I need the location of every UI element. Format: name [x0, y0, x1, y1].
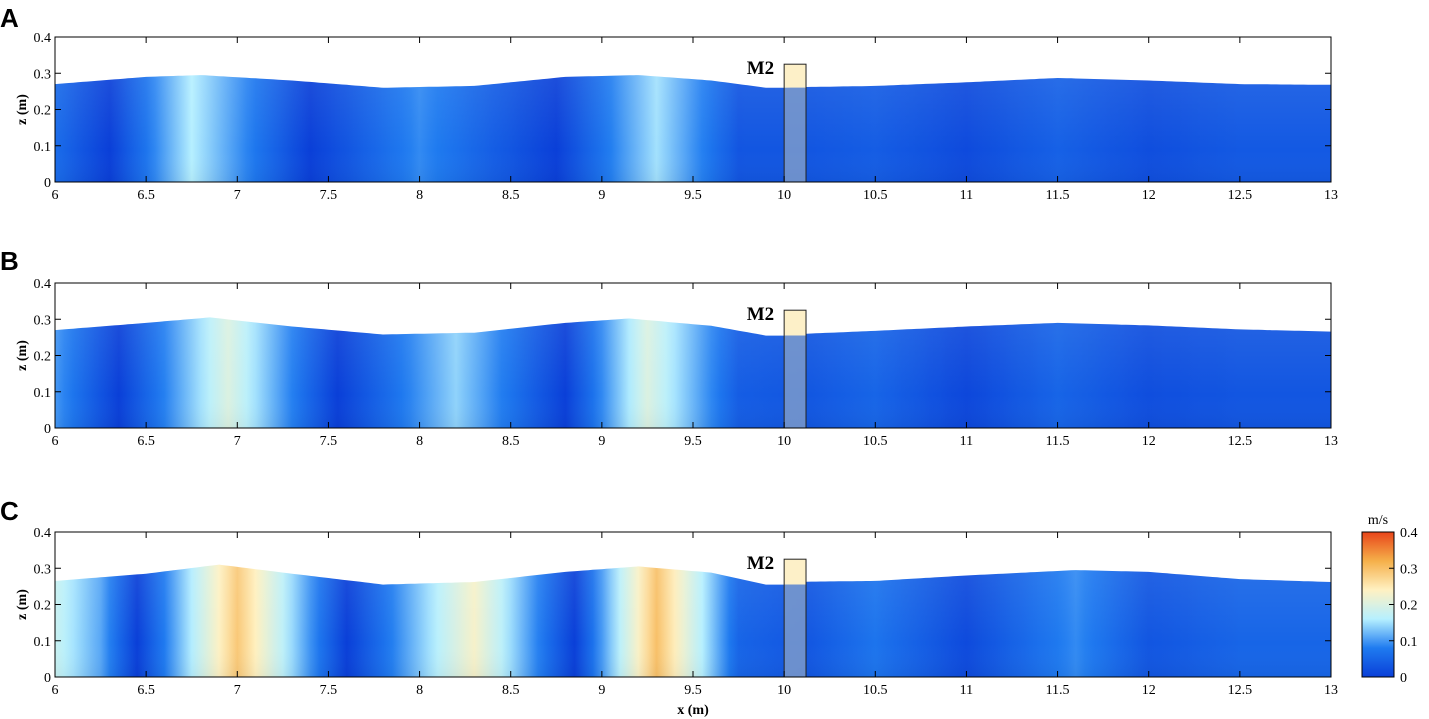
structure-submerged [784, 87, 807, 182]
x-tick-label: 10 [777, 188, 791, 203]
x-tick-label: 13 [1324, 434, 1338, 449]
panel-letter: C [0, 496, 19, 526]
y-tick-label: 0.4 [34, 277, 52, 292]
x-tick-label: 12.5 [1228, 434, 1253, 449]
structure-above-water [784, 64, 807, 88]
y-tick-label: 0.3 [34, 67, 52, 82]
y-axis-label: z (m) [15, 589, 30, 620]
x-tick-label: 6 [52, 683, 59, 698]
y-tick-label: 0.3 [34, 562, 52, 577]
x-tick-label: 13 [1324, 683, 1338, 698]
structure-submerged [784, 584, 807, 677]
colorbar: m/s 0 0.1 0.2 0.3 0.4 [1361, 513, 1418, 686]
x-tick-label: 9 [598, 683, 605, 698]
x-tick-label: 7 [234, 434, 241, 449]
x-tick-label: 8 [416, 434, 423, 449]
structure-submerged [784, 335, 807, 428]
structure-above-water [784, 310, 807, 336]
y-tick-label: 0.2 [34, 350, 52, 365]
x-tick-label: 7 [234, 188, 241, 203]
x-tick-label: 11.5 [1046, 188, 1070, 203]
colorbar-tick-label: 0 [1400, 671, 1407, 686]
x-tick-label: 8.5 [502, 188, 520, 203]
panel-c: M2 6 6.5 7 7.5 8 8.5 9 9.5 10 10.5 11 11.5 12 12.5 13 0 0… [0, 496, 1338, 698]
x-tick-label: 11 [960, 683, 973, 698]
colorbar-unit: m/s [1368, 513, 1388, 528]
structure-label: M2 [747, 304, 774, 325]
x-tick-label: 8.5 [502, 683, 520, 698]
panel-letter: A [0, 3, 19, 33]
x-tick-label: 10.5 [863, 683, 888, 698]
x-tick-label: 8 [416, 683, 423, 698]
x-tick-label: 11 [960, 434, 973, 449]
structure-label: M2 [747, 58, 774, 79]
x-tick-label: 6 [52, 188, 59, 203]
x-tick-label: 6.5 [137, 434, 155, 449]
colorbar-tick-label: 0.3 [1400, 562, 1418, 577]
y-tick-label: 0.3 [34, 313, 52, 328]
panel-b: M2 6 6.5 7 7.5 8 8.5 9 9.5 10 10.5 11 11.5 12 12.5 13 0 0… [0, 246, 1338, 449]
x-tick-label: 9.5 [684, 434, 702, 449]
x-tick-label: 11.5 [1046, 683, 1070, 698]
x-tick-label: 7.5 [320, 683, 338, 698]
colorbar-tick-label: 0.1 [1400, 635, 1418, 650]
velocity-field-shading [55, 564, 1331, 677]
x-tick-label: 12 [1142, 188, 1156, 203]
x-tick-label: 7 [234, 683, 241, 698]
velocity-field-shading [55, 75, 1331, 182]
y-tick-label: 0.4 [34, 526, 52, 541]
x-tick-label: 7.5 [320, 434, 338, 449]
velocity-field-shading [55, 317, 1331, 428]
y-tick-label: 0.4 [34, 31, 52, 46]
y-tick-label: 0.1 [34, 386, 52, 401]
x-tick-label: 11 [960, 188, 973, 203]
x-tick-label: 12.5 [1228, 683, 1253, 698]
x-tick-label: 10.5 [863, 188, 888, 203]
x-tick-label: 10 [777, 683, 791, 698]
x-tick-label: 12 [1142, 434, 1156, 449]
y-tick-label: 0.2 [34, 104, 52, 119]
x-tick-label: 9.5 [684, 683, 702, 698]
x-tick-label: 12.5 [1228, 188, 1253, 203]
structure-above-water [784, 559, 807, 585]
x-tick-label: 9 [598, 188, 605, 203]
x-tick-label: 11.5 [1046, 434, 1070, 449]
x-tick-label: 6.5 [137, 683, 155, 698]
colorbar-tick-label: 0.2 [1400, 599, 1418, 614]
panel-a: M2 6 6.5 7 7.5 8 8.5 9 9.5 10 10.5 11 11.5 12 12.5 13 0 0… [0, 3, 1338, 203]
x-tick-label: 8.5 [502, 434, 520, 449]
colorbar-tick-label: 0.4 [1400, 526, 1418, 541]
y-tick-label: 0 [44, 422, 51, 437]
colorbar-scale [1361, 531, 1395, 678]
y-tick-label: 0 [44, 671, 51, 686]
x-tick-label: 9 [598, 434, 605, 449]
x-tick-label: 7.5 [320, 188, 338, 203]
x-tick-label: 8 [416, 188, 423, 203]
x-tick-label: 12 [1142, 683, 1156, 698]
x-tick-label: 10.5 [863, 434, 888, 449]
panels: M2 6 6.5 7 7.5 8 8.5 9 9.5 10 10.5 11 11.5 12 12.5 13 0 0… [0, 3, 1338, 698]
y-tick-label: 0.1 [34, 635, 52, 650]
x-tick-label: 6 [52, 434, 59, 449]
x-tick-label: 6.5 [137, 188, 155, 203]
y-axis-label: z (m) [15, 340, 30, 371]
y-tick-label: 0 [44, 176, 51, 191]
x-tick-label: 13 [1324, 188, 1338, 203]
y-tick-label: 0.1 [34, 140, 52, 155]
x-tick-label: 9.5 [684, 188, 702, 203]
structure-label: M2 [747, 553, 774, 574]
panel-letter: B [0, 246, 19, 276]
y-tick-label: 0.2 [34, 599, 52, 614]
x-tick-label: 10 [777, 434, 791, 449]
x-axis-label: x (m) [677, 703, 709, 718]
y-axis-label: z (m) [15, 94, 30, 125]
